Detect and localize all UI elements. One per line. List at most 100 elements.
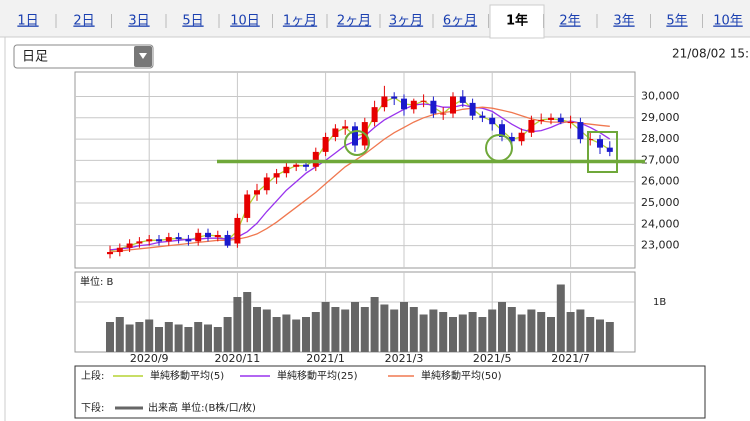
tab-bar: [0, 0, 750, 37]
volume-bar: [449, 317, 457, 352]
y-tick-label: 25,000: [641, 196, 680, 209]
volume-bar: [488, 309, 497, 352]
volume-bar: [184, 327, 193, 352]
volume-bar: [507, 307, 516, 352]
tab[interactable]: 6ヶ月: [443, 14, 477, 29]
candle-body: [587, 139, 594, 141]
volume-bar: [478, 317, 487, 352]
candle-body: [303, 164, 309, 167]
candle-body: [538, 119, 545, 121]
candle-body: [401, 98, 407, 110]
dropdown[interactable]: [13, 44, 154, 69]
volume-bar: [605, 322, 614, 352]
volume-bar: [321, 302, 330, 352]
y-tick-label: 29,000: [641, 111, 680, 124]
volume-bar: [400, 302, 408, 352]
volume-bar: [419, 314, 428, 352]
candle-body: [479, 115, 486, 118]
tab[interactable]: 5年: [666, 14, 687, 29]
tab[interactable]: 10日: [230, 14, 260, 29]
dropdown-arrow: [139, 53, 147, 59]
candle-body: [577, 122, 584, 140]
candle-body: [126, 243, 133, 248]
volume-bar: [556, 284, 565, 352]
x-tick-label: 2021/3: [385, 352, 424, 365]
candle-body: [430, 100, 437, 114]
candle-body: [244, 194, 251, 218]
tab[interactable]: 3年: [613, 14, 634, 29]
candle-body: [254, 190, 260, 195]
volume-bar: [164, 322, 173, 352]
legend-label: 単純移動平均(50): [421, 369, 502, 382]
dropdown-label[interactable]: 日足: [22, 50, 48, 65]
volume-bar: [253, 307, 261, 352]
candle-body: [165, 237, 172, 242]
candle-body: [332, 128, 339, 137]
candle-body: [440, 113, 447, 115]
candle-body: [342, 126, 349, 129]
tab[interactable]: 2日: [73, 14, 94, 29]
candle-body: [450, 96, 456, 114]
y-tick-label: 27,000: [641, 153, 680, 166]
volume-bar: [409, 307, 418, 352]
tab[interactable]: 5日: [182, 14, 203, 29]
candle-body: [518, 132, 525, 142]
volume-bar: [194, 322, 203, 352]
candle-body: [557, 117, 564, 123]
candle-body: [234, 217, 241, 244]
volume-bar: [498, 302, 506, 352]
timestamp: 21/08/02 15:: [672, 47, 749, 61]
tab[interactable]: 3日: [128, 14, 149, 29]
moving-average-line: [109, 106, 610, 253]
volume-bar: [282, 314, 291, 352]
tab[interactable]: 3ヶ月: [389, 14, 423, 29]
volume-bar: [243, 292, 252, 352]
candle-body: [136, 241, 143, 244]
candle-body: [185, 239, 192, 242]
volume-bar: [370, 297, 379, 352]
x-tick-label: 2021/7: [551, 352, 590, 365]
volume-bar: [429, 309, 438, 352]
candle-body: [195, 232, 202, 242]
volume-bar: [586, 317, 595, 352]
candle-body: [508, 136, 515, 142]
volume-bar: [135, 322, 144, 352]
tab[interactable]: 10年: [713, 14, 743, 29]
candle-body: [499, 124, 505, 137]
tab[interactable]: 1ヶ月: [283, 14, 317, 29]
candle-body: [371, 107, 378, 123]
tab[interactable]: 1日: [17, 14, 38, 29]
moving-average-line: [109, 103, 611, 251]
volume-bar: [341, 309, 350, 352]
volume-bar: [155, 327, 163, 352]
price-frame: [74, 71, 636, 269]
volume-bar: [145, 319, 154, 352]
legend-box: [74, 365, 706, 419]
volume-bar: [517, 314, 526, 352]
x-tick-label: 2020/11: [215, 352, 261, 365]
volume-bar: [174, 324, 183, 352]
candle-body: [567, 122, 574, 124]
candle-body: [116, 247, 123, 253]
candle-body: [273, 173, 280, 178]
candle-body: [606, 147, 613, 152]
volume-bar: [115, 317, 124, 352]
legend-label: 単純移動平均(5): [150, 369, 224, 382]
candle-body: [410, 100, 417, 110]
volume-bar: [458, 314, 467, 352]
candle-body: [597, 139, 603, 148]
volume-bar: [272, 317, 281, 352]
volume-bar: [527, 309, 536, 352]
tab[interactable]: 2ヶ月: [337, 14, 371, 29]
tab[interactable]: 2年: [559, 14, 580, 29]
y-tick-label: 30,000: [641, 90, 680, 103]
legend-lower-label: 下段:: [81, 401, 104, 414]
volume-bar: [311, 312, 320, 352]
volume-bar: [468, 312, 477, 352]
volume-bar: [596, 319, 604, 352]
highlight-circle: [485, 134, 513, 162]
plot: 23,000 24,000 25,000 26,000 27,000 28,000 29,0…: [75, 72, 680, 414]
highlight-circle: [344, 130, 370, 156]
candle-body: [548, 117, 554, 120]
tab[interactable]: 1年: [506, 13, 528, 29]
